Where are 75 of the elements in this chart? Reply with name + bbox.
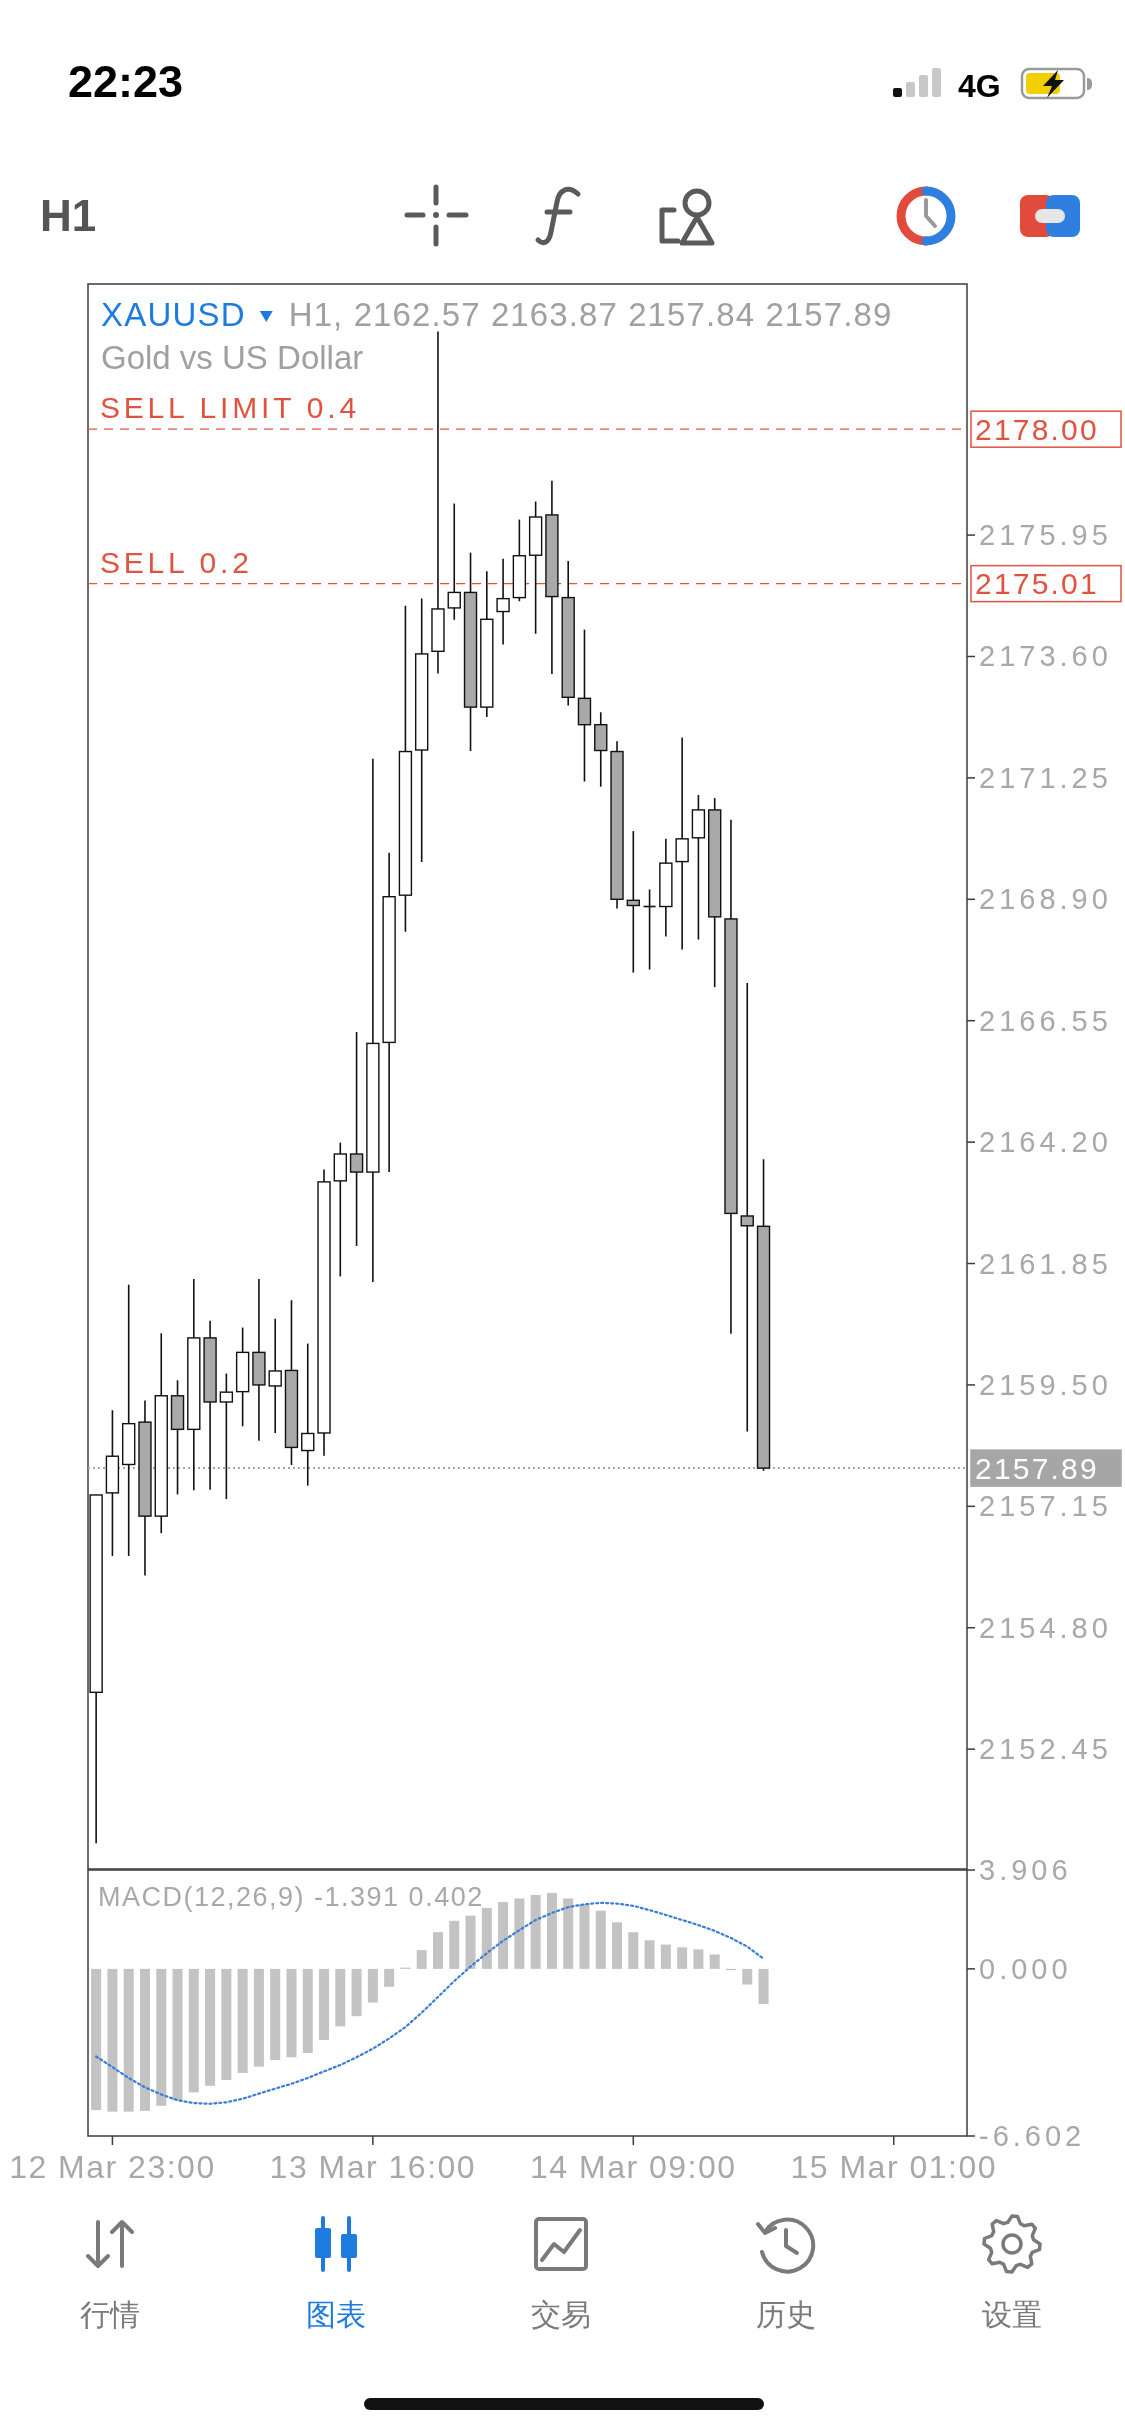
bar: [644, 1940, 655, 1969]
text: 4G: [958, 68, 1001, 104]
ref-line-label: SELL LIMIT 0.4: [100, 391, 360, 425]
y-tick-label: 2157.89: [975, 1451, 1099, 1485]
text: 22:23: [68, 56, 184, 107]
bar: [123, 1968, 134, 2112]
y-tick-label: 2157.15: [979, 1490, 1112, 1523]
text: 历史: [756, 2298, 816, 2331]
y-tick-label: -6.602: [979, 2120, 1086, 2152]
bar: [221, 1968, 232, 2081]
bar: [546, 1892, 557, 1969]
bar: [237, 1968, 248, 2073]
bar: [693, 1949, 704, 1969]
text: 图表: [306, 2298, 366, 2331]
bar: [530, 1894, 541, 1969]
bar: [335, 1968, 346, 2027]
bar: [612, 1922, 623, 1969]
x-tick-label: 12 Mar 23:00: [9, 2149, 216, 2185]
bar: [156, 1968, 167, 2106]
y-tick-label: 2159.50: [979, 1368, 1112, 1401]
bar: [677, 1947, 688, 1969]
bar: [449, 1920, 460, 1969]
bar: [286, 1968, 297, 2058]
bar: [742, 1968, 753, 1985]
y-tick-label: 2166.55: [979, 1004, 1112, 1037]
chart-title: MACD(12,26,9) -1.391 0.402: [98, 1882, 484, 1912]
bar: [465, 1915, 476, 1969]
x-tick-label: 13 Mar 16:00: [269, 2149, 477, 2185]
x-tick-label: 14 Mar 09:00: [530, 2149, 737, 2185]
bar: [660, 1944, 671, 1969]
y-tick-label: 2175.95: [979, 519, 1112, 552]
y-tick-label: 2161.85: [979, 1247, 1112, 1280]
text: 设置: [982, 2298, 1042, 2331]
x-tick-label: 15 Mar 01:00: [790, 2149, 998, 2185]
y-tick-label: 2175.01: [975, 567, 1099, 601]
bar: [628, 1932, 639, 1969]
y-tick-label: 0.000: [979, 1952, 1072, 1985]
text: 交易: [531, 2298, 591, 2331]
bar: [595, 1910, 606, 1969]
annotation: H1, 2162.57 2163.87 2157.84 2157.89: [288, 296, 893, 333]
bar: [270, 1968, 281, 2061]
bar: [351, 1968, 362, 2017]
y-tick-label: 2152.45: [979, 1733, 1112, 1766]
bar: [432, 1932, 443, 1969]
bar: [139, 1968, 150, 2111]
bar: [253, 1968, 264, 2067]
y-tick-label: 3.906: [979, 1854, 1072, 1886]
bar: [579, 1904, 590, 1969]
text: H1: [40, 191, 97, 240]
bar: [172, 1968, 183, 2101]
y-tick-label: 2171.25: [979, 761, 1112, 794]
bar: [367, 1968, 378, 2003]
bar: [107, 1968, 118, 2112]
bar: [709, 1954, 720, 1969]
y-tick-label: 2168.90: [979, 883, 1112, 916]
ref-line-label: SELL 0.2: [100, 545, 253, 579]
bar: [498, 1902, 509, 1969]
bar: [188, 1968, 199, 2093]
bar: [91, 1968, 102, 2111]
bar: [319, 1968, 330, 2041]
bar: [302, 1968, 313, 2053]
bar: [384, 1968, 395, 1987]
bar: [481, 1907, 492, 1969]
y-tick-label: 2173.60: [979, 640, 1112, 673]
y-tick-label: 2154.80: [979, 1611, 1112, 1644]
text: Gold vs US Dollar: [101, 339, 364, 376]
chart-title: XAUUSD: [101, 296, 246, 333]
bar: [205, 1968, 216, 2086]
bar: [563, 1898, 574, 1969]
bar: [514, 1898, 525, 1969]
y-tick-label: 2178.00: [975, 412, 1099, 446]
text: 行情: [80, 2298, 140, 2331]
bar: [758, 1968, 769, 2005]
bar: [416, 1950, 427, 1969]
y-tick-label: 2164.20: [979, 1126, 1112, 1159]
